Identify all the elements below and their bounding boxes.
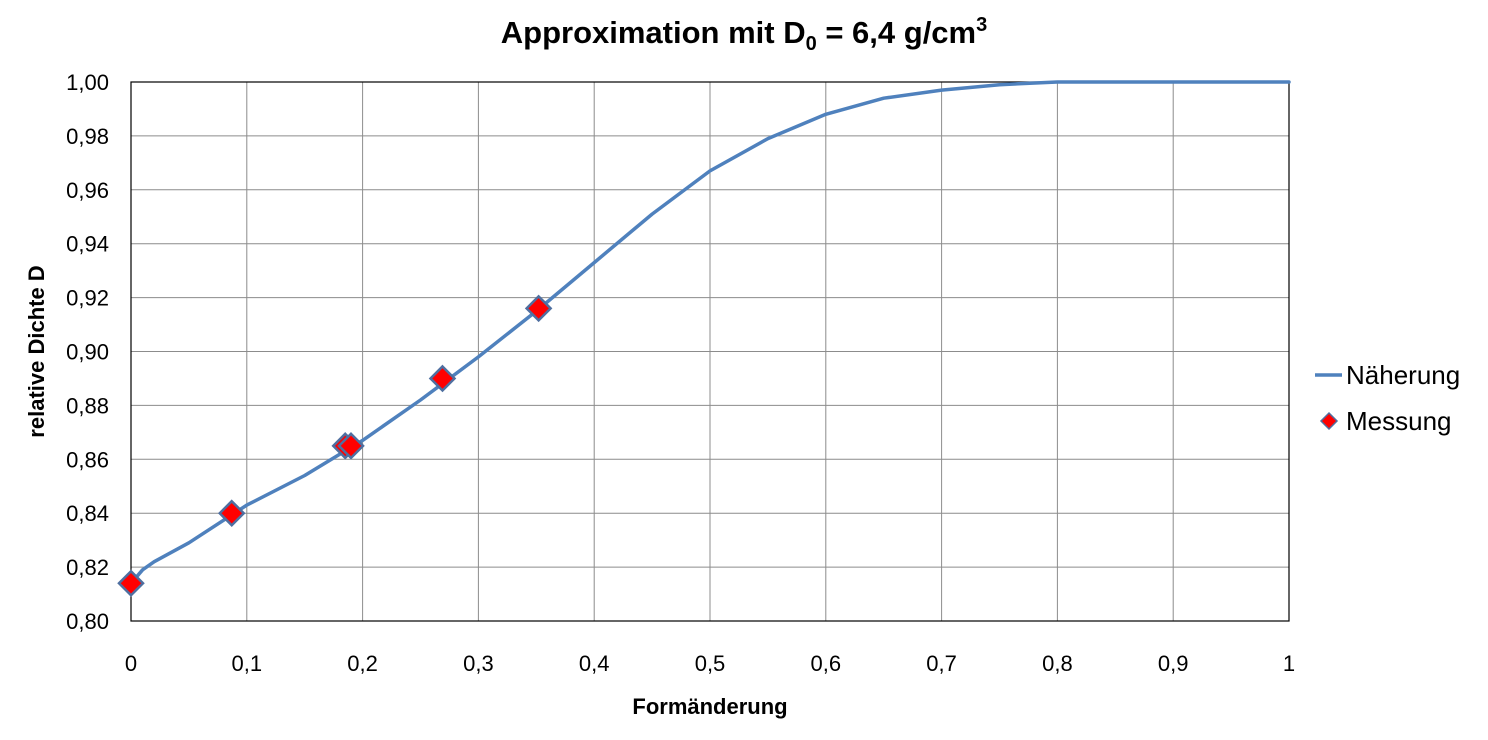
x-tick-label: 0,2	[347, 651, 378, 676]
x-tick-label: 1	[1283, 651, 1295, 676]
y-tick-label: 0,90	[66, 340, 109, 365]
series-line-naeherung	[129, 80, 1291, 586]
y-tick-label: 0,88	[66, 393, 109, 418]
data-point-messung	[117, 569, 145, 598]
legend-label: Näherung	[1346, 360, 1460, 390]
y-tick-label: 0,94	[66, 232, 109, 257]
x-axis-title: Formänderung	[632, 694, 787, 719]
y-axis-title: relative Dichte D	[24, 265, 49, 437]
x-tick-label: 0,3	[463, 651, 494, 676]
chart-title-superscript: 3	[976, 14, 988, 36]
chart-title-rest: = 6,4 g/cm	[816, 15, 977, 50]
x-tick-label: 0,9	[1158, 651, 1189, 676]
x-tick-label: 0,6	[811, 651, 842, 676]
chart-title: Approximation mit D0 = 6,4 g/cm3	[0, 14, 1488, 56]
legend-swatch-diamond	[1319, 411, 1339, 431]
y-tick-label: 0,80	[66, 609, 109, 634]
x-tick-label: 0,8	[1042, 651, 1073, 676]
y-tick-label: 0,84	[66, 501, 109, 526]
x-tick-label: 0	[125, 651, 137, 676]
plot-area-border	[130, 81, 1290, 622]
y-tick-label: 0,96	[66, 178, 109, 203]
y-tick-label: 1,00	[66, 70, 109, 95]
chart-title-main: Approximation mit D	[500, 15, 806, 50]
y-tick-label: 0,82	[66, 555, 109, 580]
x-tick-label: 0,5	[695, 651, 726, 676]
series	[117, 80, 1291, 598]
y-tick-label: 0,92	[66, 286, 109, 311]
tick-labels: 0 0,1 0,2 0,3 0,4 0,5 0,6 0,7 0,8 0,9 1 0,80 0,82 0,8…	[66, 70, 1295, 676]
y-tick-label: 0,98	[66, 124, 109, 149]
data-point-messung	[524, 294, 553, 323]
legend: Näherung Messung	[1315, 360, 1460, 436]
data-point-messung	[217, 499, 246, 527]
data-point-messung	[428, 364, 457, 393]
chart-title-subscript: 0	[805, 33, 817, 55]
x-tick-label: 0,1	[232, 651, 263, 676]
data-point-messung	[337, 432, 365, 460]
grid	[131, 82, 1289, 621]
legend-label: Messung	[1346, 406, 1452, 436]
y-tick-label: 0,86	[66, 447, 109, 472]
x-tick-label: 0,4	[579, 651, 610, 676]
x-tick-label: 0,7	[926, 651, 957, 676]
